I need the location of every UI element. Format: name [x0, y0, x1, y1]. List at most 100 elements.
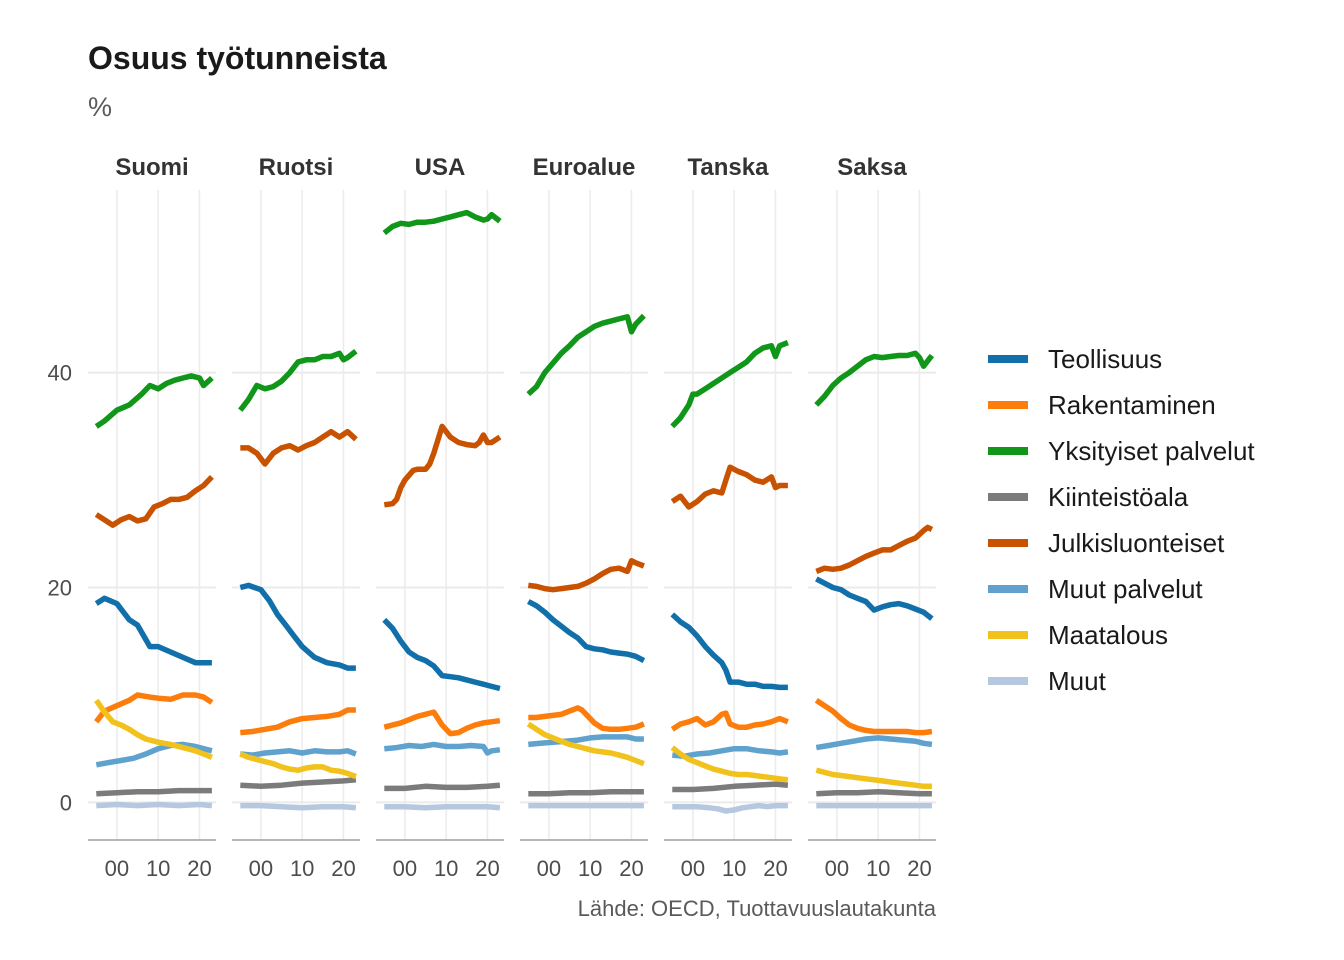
chart-title: Osuus työtunneista — [88, 40, 387, 76]
series-line-maatalous — [815, 767, 932, 790]
legend-swatch — [988, 493, 1028, 501]
series-line-muut-palvelut — [384, 741, 501, 756]
series-line-yksityiset-palvelut — [238, 349, 358, 412]
series-line-julkisluonteiset — [94, 474, 214, 528]
legend-swatch — [988, 631, 1028, 639]
series-line-julkisluonteiset — [383, 423, 502, 508]
facet-panel-usa: USA 00 10 20 — [376, 154, 504, 881]
x-tick-label: 00 — [825, 856, 849, 881]
series-line-maatalous — [526, 721, 645, 767]
legend-item: Julkisluonteiset — [988, 520, 1255, 566]
series-line-yksityiset-palvelut — [670, 340, 789, 429]
series-line-muut-palvelut — [672, 745, 789, 759]
series-line-kiinteistöala — [96, 787, 212, 797]
series-line-julkisluonteiset — [670, 464, 788, 510]
series-line-rakentaminen — [670, 710, 789, 732]
series-line-rakentaminen — [240, 707, 356, 736]
facet-label: Ruotsi — [259, 154, 334, 181]
legend-item: Teollisuus — [988, 336, 1255, 382]
legend-label: Rakentaminen — [1048, 389, 1216, 420]
legend-swatch — [988, 677, 1028, 685]
facet-label: Euroalue — [533, 154, 636, 181]
legend-item: Kiinteistöala — [988, 474, 1255, 520]
facet-label: Tanska — [688, 154, 770, 181]
x-tick-label: 10 — [290, 856, 314, 881]
series-line-muut-palvelut — [240, 748, 357, 758]
series-line-muut-palvelut — [95, 741, 213, 768]
legend-label: Yksityiset palvelut — [1048, 435, 1255, 466]
series-line-rakentaminen — [528, 705, 645, 733]
x-tick-label: 00 — [249, 856, 273, 881]
legend-label: Kiinteistöala — [1048, 481, 1189, 512]
series-line-kiinteistöala — [240, 777, 357, 790]
legend-item: Rakentaminen — [988, 382, 1255, 428]
legend-swatch — [988, 447, 1028, 455]
series-line-muut-palvelut — [815, 735, 933, 751]
series-line-kiinteistöala — [672, 781, 789, 793]
series-line-teollisuus — [670, 612, 788, 691]
series-line-maatalous — [239, 751, 357, 780]
series-line-yksityiset-palvelut — [526, 313, 646, 397]
y-tick-label: 40 — [48, 361, 72, 386]
legend-swatch — [988, 585, 1028, 593]
x-tick-label: 20 — [619, 856, 643, 881]
facet-label: Suomi — [115, 154, 188, 181]
y-tick-label: 0 — [60, 790, 72, 815]
facet-panel-ruotsi: Ruotsi 00 10 20 — [232, 154, 360, 881]
chart-subtitle: % — [88, 92, 113, 122]
y-tick-label: 20 — [48, 576, 72, 601]
series-line-julkisluonteiset — [815, 524, 934, 574]
x-tick-label: 20 — [907, 856, 931, 881]
series-line-maatalous — [94, 698, 213, 760]
legend-swatch — [988, 539, 1028, 547]
legend-label: Maatalous — [1048, 619, 1168, 650]
legend-item: Yksityiset palvelut — [988, 428, 1255, 474]
facet-panel-tanska: Tanska 00 10 20 — [664, 154, 792, 881]
legend-item: Muut — [988, 658, 1255, 704]
series-line-julkisluonteiset — [527, 557, 645, 593]
series-line-teollisuus — [239, 582, 356, 671]
x-tick-label: 00 — [393, 856, 417, 881]
series-line-muut — [384, 803, 501, 811]
x-tick-label: 10 — [866, 856, 890, 881]
x-tick-label: 20 — [331, 856, 355, 881]
x-tick-label: 10 — [722, 856, 746, 881]
series-line-julkisluonteiset — [240, 428, 358, 467]
facet-panel-saksa: Saksa 00 10 20 — [808, 154, 936, 881]
series-line-yksityiset-palvelut — [94, 373, 214, 429]
series-line-teollisuus — [94, 595, 212, 666]
x-tick-label: 00 — [681, 856, 705, 881]
x-tick-label: 20 — [475, 856, 499, 881]
series-line-kiinteistöala — [384, 782, 501, 792]
source-caption: Lähde: OECD, Tuottavuuslautakunta — [577, 896, 936, 921]
series-line-teollisuus — [382, 617, 501, 692]
series-line-kiinteistöala — [528, 788, 644, 797]
series-line-teollisuus — [815, 576, 934, 621]
series-line-rakentaminen — [94, 692, 214, 724]
facet-panel-euroalue: Euroalue 00 10 20 — [520, 154, 648, 881]
series-line-muut — [240, 802, 357, 811]
legend-swatch — [988, 401, 1028, 409]
legend-item: Maatalous — [988, 612, 1255, 658]
series-line-teollisuus — [527, 599, 646, 664]
series-line-muut-palvelut — [528, 734, 644, 748]
x-tick-label: 00 — [105, 856, 129, 881]
legend-item: Muut palvelut — [988, 566, 1255, 612]
series-line-yksityiset-palvelut — [382, 209, 502, 236]
legend-label: Julkisluonteiset — [1048, 527, 1225, 558]
series-line-muut — [96, 801, 213, 809]
x-tick-label: 10 — [434, 856, 458, 881]
series-line-rakentaminen — [814, 698, 933, 736]
legend-swatch — [988, 355, 1028, 363]
series-line-rakentaminen — [383, 709, 501, 737]
series-line-kiinteistöala — [816, 788, 932, 797]
series-line-muut — [672, 802, 788, 814]
x-tick-label: 10 — [146, 856, 170, 881]
x-tick-label: 00 — [537, 856, 561, 881]
legend-label: Muut — [1048, 665, 1106, 696]
legend-label: Muut palvelut — [1048, 573, 1203, 604]
x-tick-label: 20 — [187, 856, 211, 881]
facet-label: Saksa — [837, 154, 907, 181]
series-line-yksityiset-palvelut — [814, 350, 935, 407]
